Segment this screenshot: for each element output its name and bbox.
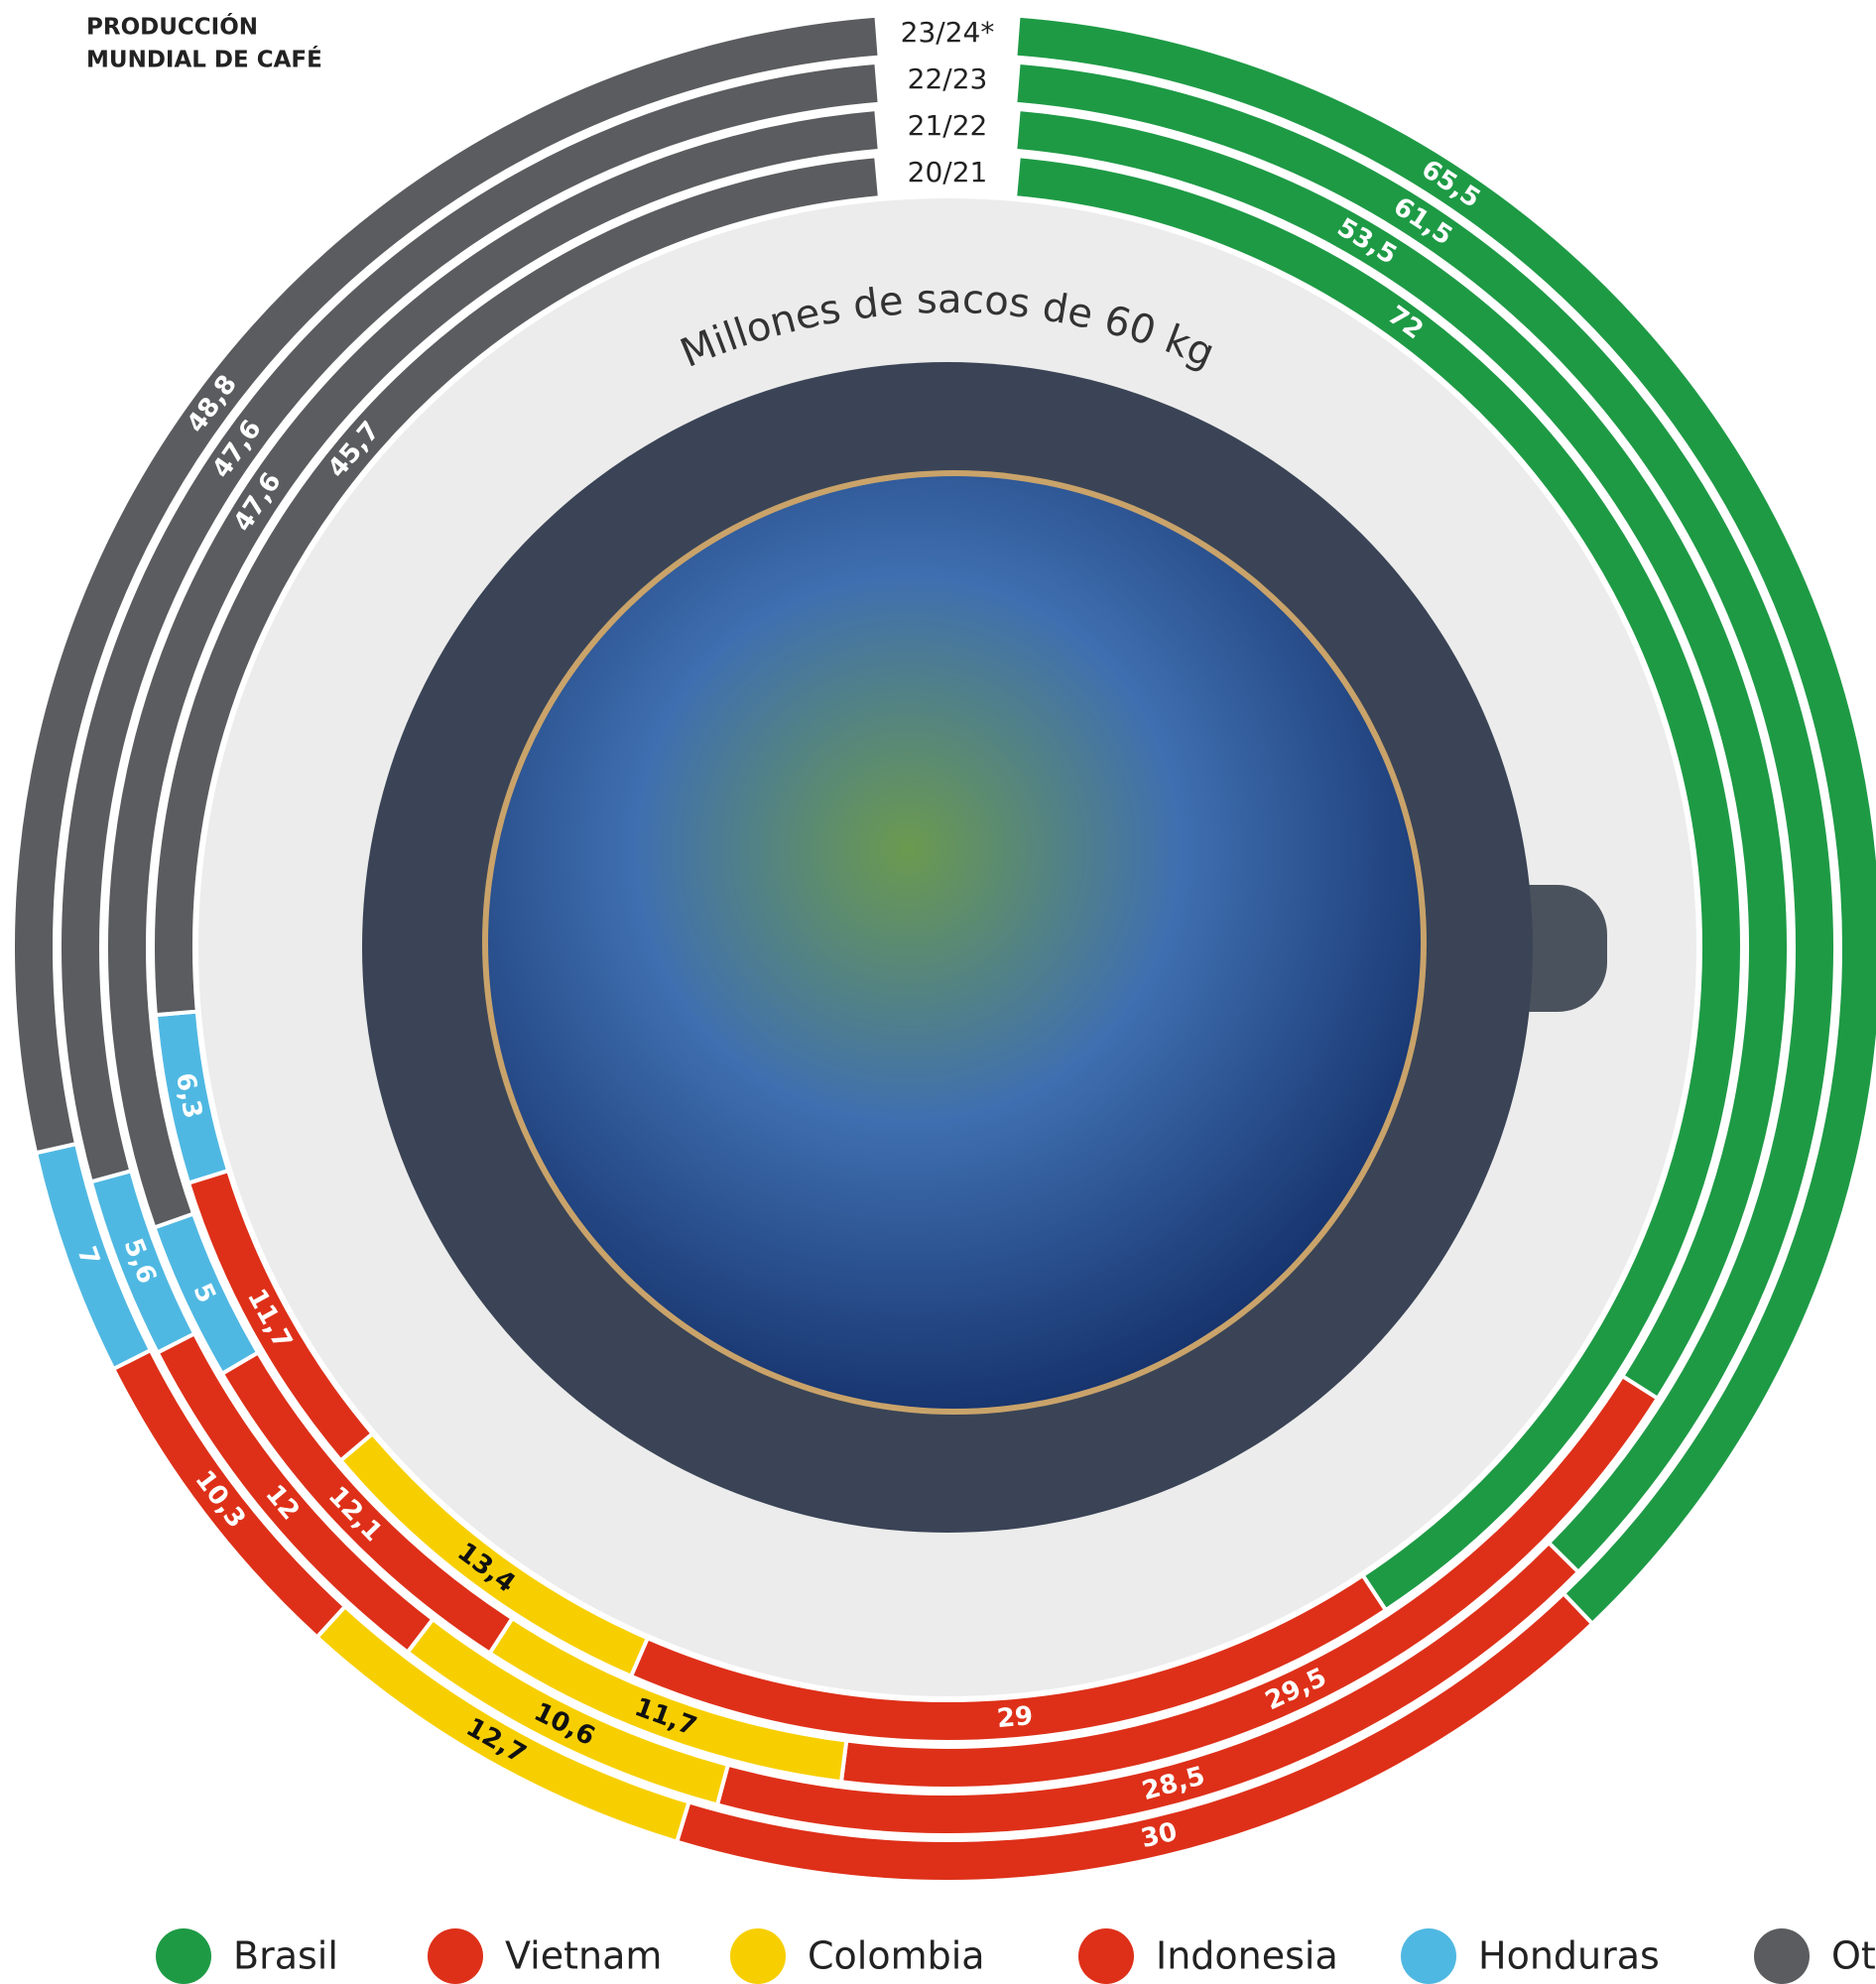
ring-label: 20/21 [908, 156, 988, 188]
legend-label: Brasil [233, 1934, 338, 1978]
ring-segment [58, 60, 882, 1184]
ring-label: 23/24* [901, 16, 995, 49]
title: MUNDIAL DE CAFÉ [86, 46, 322, 73]
legend-swatch [1078, 1928, 1134, 1984]
ring-segment [104, 106, 882, 1231]
legend-swatch [428, 1928, 483, 1984]
cup-illustration [198, 198, 1696, 1696]
legend-swatch [1754, 1928, 1810, 1984]
value-label: 29 [996, 1701, 1035, 1734]
legend-label: Colombia [808, 1934, 985, 1978]
legend-swatch [1401, 1928, 1456, 1984]
legend-label: Otros [1831, 1934, 1876, 1978]
ring-segment [11, 13, 882, 1156]
legend-label: Vietnam [505, 1934, 662, 1978]
legend-label: Honduras [1478, 1934, 1660, 1978]
ring-segment [151, 154, 883, 1018]
legend-label: Indonesia [1156, 1934, 1338, 1978]
legend-swatch [730, 1928, 786, 1984]
ring-label: 21/22 [908, 109, 988, 142]
ring-label: 22/23 [908, 62, 988, 95]
legend-swatch [156, 1928, 211, 1984]
title: PRODUCCIÓN [86, 13, 258, 41]
